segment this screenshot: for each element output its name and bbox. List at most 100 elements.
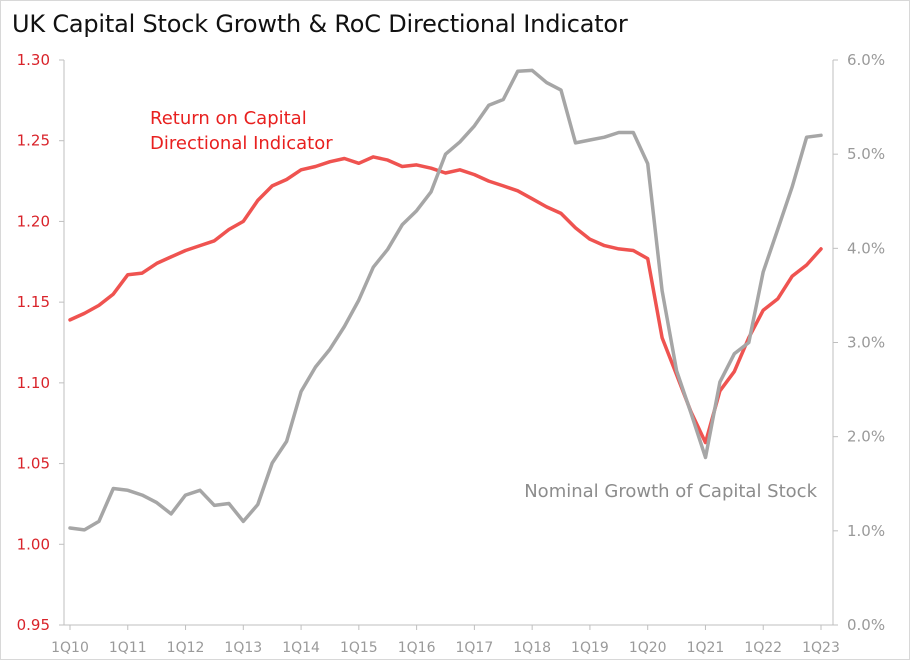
series-2-point [199,489,201,492]
y-left-tick-label: 1.15 [17,293,50,311]
series-1-point [285,178,288,181]
series-2-point [141,494,143,496]
series-2-point [213,504,216,507]
series-2-point [343,325,346,328]
series-2-point [257,503,259,506]
series-1-point [632,249,635,252]
series-1-point [415,164,418,166]
series-2-point [791,186,793,188]
series-2-point [242,520,245,523]
y-right-tick-label: 0.0% [847,616,885,634]
series-2-point [516,70,519,73]
series-2-point [632,131,635,134]
series-2-point [329,348,331,350]
y-right-tick-label: 5.0% [847,145,885,163]
series-label-nominal-growth: Nominal Growth of Capital Stock [524,481,817,502]
series-2-point [170,513,172,515]
series-2-point [690,412,692,414]
x-tick-label: 1Q15 [340,640,378,656]
x-tick-label: 1Q22 [744,640,782,656]
series-2-point [603,136,606,138]
series-layer [68,68,823,532]
series-2-point [386,248,389,251]
y-right-tick-label: 6.0% [847,51,885,69]
y-left-tick-label: 1.00 [17,535,50,553]
series-2-point [444,153,447,155]
series-1-point [603,244,606,247]
series-1-point [646,257,649,260]
x-tick-label: 1Q12 [167,640,205,656]
series-1-point [141,272,143,274]
y-left-tick-label: 1.20 [17,212,50,230]
labels-layer: Return on Capital Directional Indicator No… [150,108,818,502]
series-1-point [733,370,736,373]
series-1-point [545,206,548,208]
series-1-point [329,160,331,163]
series-1-point [343,157,346,160]
series-2-point [430,191,432,193]
series-2-point [762,271,764,273]
x-tick-label: 1Q11 [109,640,147,656]
series-2-point [820,134,822,137]
series-2-point [271,462,274,464]
y-right-tick-label: 2.0% [847,428,885,446]
y-left-tick-label: 1.30 [17,51,50,69]
series-1-point [184,249,187,252]
series-2-point [372,266,375,269]
series-2-point [300,390,302,393]
series-1-point [589,238,591,240]
series-1-point [401,165,404,168]
series-2-point [127,489,129,492]
series-1-point [661,336,663,339]
x-tick-label: 1Q17 [456,640,494,656]
series-1-point [155,262,158,265]
series-2-point [69,527,71,529]
series-2-point [748,341,750,344]
series-1-point [618,248,620,250]
series-2-point [589,139,591,141]
series-1-point [83,312,86,315]
series-1-point [242,220,245,223]
series-2-point [719,381,721,383]
series-1-point [502,185,505,187]
series-1-point [314,165,317,168]
series-label-return-on-capital: Return on Capital [150,108,307,129]
series-2-point [560,89,562,91]
series-2-point [488,104,490,106]
series-1-point [574,227,577,229]
series-2-point [776,228,779,231]
y-left-tick-label: 1.05 [17,455,50,473]
x-tick-label: 1Q16 [398,640,436,656]
series-2-point [98,520,100,523]
y-left-tick-label: 1.10 [17,374,50,392]
series-1-point [170,256,172,258]
series-1-point [98,304,100,307]
series-2-point [473,125,476,127]
series-2-point [502,98,505,101]
series-2-point [704,456,707,459]
series-2-point [228,502,230,505]
series-1-point [69,319,71,321]
y-left-tick-label: 0.95 [17,616,50,634]
x-tick-label: 1Q13 [224,640,262,656]
series-2-point [618,131,620,134]
chart-title: UK Capital Stock Growth & RoC Directiona… [12,10,628,38]
series-1-point [386,159,389,161]
series-1-point [372,156,375,158]
x-tick-label: 1Q21 [687,640,725,656]
series-2-point [285,440,288,443]
series-2-point [358,299,360,301]
series-1-point [473,173,476,176]
series-2-point [415,209,418,212]
series-1-point [444,172,447,174]
series-1-point [805,264,808,266]
series-2-point [155,501,158,504]
series-1-point [358,162,360,165]
series-2-point [805,136,808,138]
x-tick-label: 1Q14 [282,640,320,656]
series-2-point [646,162,649,165]
series-2-point [675,370,678,372]
series-1-point [300,169,302,171]
x-tick-label: 1Q19 [571,640,609,656]
